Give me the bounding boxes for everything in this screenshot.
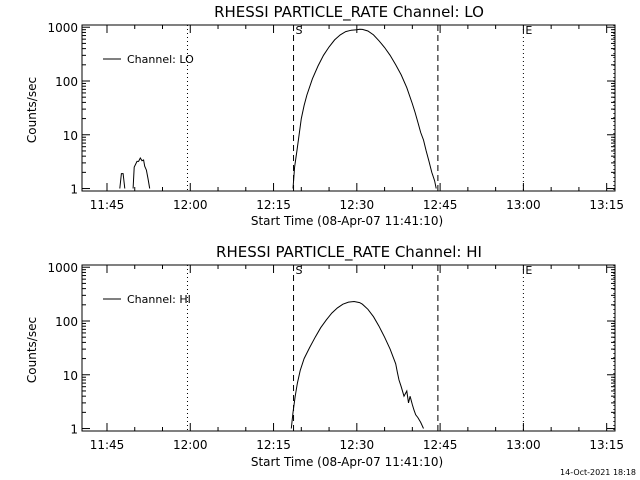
panel-hi: RHESSI PARTICLE_RATE Channel: HI Counts/…: [25, 243, 624, 469]
y-tick-label: 100: [55, 315, 78, 329]
x-tick-label: 12:15: [256, 438, 291, 452]
y-tick-label: 1: [70, 423, 78, 437]
y-tick-label: 10: [63, 369, 78, 383]
y-tick-label: 1: [70, 183, 78, 197]
x-tick-label: 11:45: [90, 198, 125, 212]
chart-title: RHESSI PARTICLE_RATE Channel: LO: [214, 3, 484, 22]
y-tick-label: 1000: [47, 261, 78, 275]
y-axis-label: Counts/sec: [25, 77, 39, 143]
chart-title: RHESSI PARTICLE_RATE Channel: HI: [216, 243, 482, 262]
y-tick-label: 100: [55, 75, 78, 89]
y-axis-label: Counts/sec: [25, 317, 39, 383]
marker-label: E: [525, 264, 532, 277]
series-line: [290, 300, 424, 429]
y-tick-label: 1000: [47, 21, 78, 35]
x-tick-label: 13:00: [506, 438, 541, 452]
y-tick-label: 10: [63, 129, 78, 143]
marker-label: E: [525, 24, 532, 37]
legend: Channel: LO: [103, 53, 194, 66]
x-tick-label: 11:45: [90, 438, 125, 452]
marker-label: S: [296, 264, 303, 277]
x-tick-label: 13:00: [506, 198, 541, 212]
x-tick-label: 13:15: [589, 198, 624, 212]
x-tick-label: 12:45: [423, 198, 458, 212]
legend-label: Channel: HI: [127, 293, 191, 306]
x-axis-label: Start Time (08-Apr-07 11:41:10): [251, 455, 443, 469]
x-tick-label: 12:00: [173, 438, 208, 452]
footer-timestamp: 14-Oct-2021 18:18: [560, 468, 636, 477]
plot-frame: [81, 264, 616, 432]
x-axis-label: Start Time (08-Apr-07 11:41:10): [251, 214, 443, 228]
marker-label: S: [296, 24, 303, 37]
series-line: [119, 173, 126, 189]
legend-label: Channel: LO: [127, 53, 194, 66]
legend: Channel: HI: [103, 293, 191, 306]
series-line: [292, 28, 437, 189]
plot-frame: [81, 24, 616, 192]
x-tick-label: 12:30: [340, 438, 375, 452]
x-tick-label: 12:45: [423, 438, 458, 452]
series-line: [132, 156, 151, 189]
x-tick-label: 12:30: [340, 198, 375, 212]
panel-lo: RHESSI PARTICLE_RATE Channel: LO Counts/…: [25, 3, 624, 228]
x-tick-label: 12:00: [173, 198, 208, 212]
x-tick-label: 12:15: [256, 198, 291, 212]
x-tick-label: 13:15: [589, 438, 624, 452]
